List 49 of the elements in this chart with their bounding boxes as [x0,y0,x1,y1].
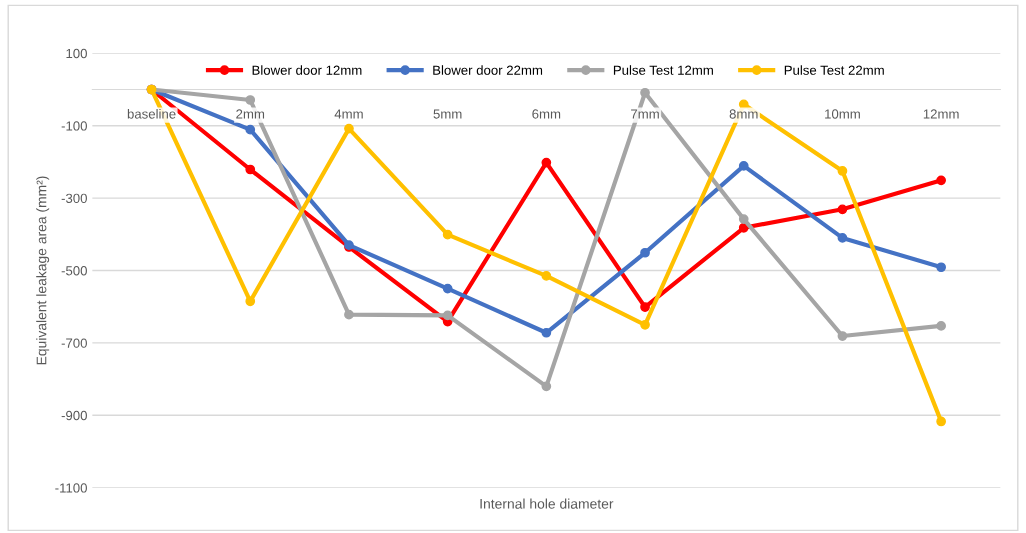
y-tick-label: -300 [61,193,87,204]
point [245,124,256,135]
point [640,319,650,330]
y-tick-label: -900 [61,410,87,421]
y-tick-label: -1100 [55,483,87,493]
point [442,229,453,240]
point [936,416,946,427]
legend-label: Blower door 22mm [433,65,543,75]
point [245,296,256,307]
y-tick-label: -700 [61,338,87,348]
point [541,381,552,392]
point [837,233,848,243]
point [837,331,848,341]
point [936,175,946,186]
x-tick-label: 10mm [825,109,860,119]
x-axis-title: Internal hole diameter [480,498,614,509]
x-tick-label: 5mm [433,109,462,119]
point [245,95,256,105]
y-tick-label: 100 [66,48,87,59]
x-tick-label: 7mm [631,109,659,119]
point [541,157,552,168]
point [738,214,749,224]
x-tick-label: baseline [127,108,176,119]
x-tick-label: 6mm [532,109,561,119]
point [541,271,552,281]
point [442,283,453,294]
legend-label: Pulse Test 12mm [613,65,713,75]
point [936,262,946,273]
point [245,164,256,175]
point [837,204,848,215]
point [344,123,354,134]
point [541,327,552,338]
legend-label: Blower door 12mm [252,65,362,75]
point [344,309,354,320]
point [640,247,650,258]
x-tick-label: 8mm [729,109,758,119]
point [640,302,650,312]
y-tick-label: -100 [61,121,87,131]
x-tick-label: 2mm [236,109,265,119]
legend-label: Pulse Test 22mm [784,65,884,75]
x-tick-label: 12mm [923,109,959,119]
point [442,310,453,321]
point [640,87,650,98]
point [936,321,946,331]
y-tick-label: -500 [61,266,87,276]
x-tick-label: 4mm [334,109,363,119]
point [738,161,749,171]
y-axis-title: Equivalent leakage area (mm²) [36,176,50,365]
point [837,166,848,176]
